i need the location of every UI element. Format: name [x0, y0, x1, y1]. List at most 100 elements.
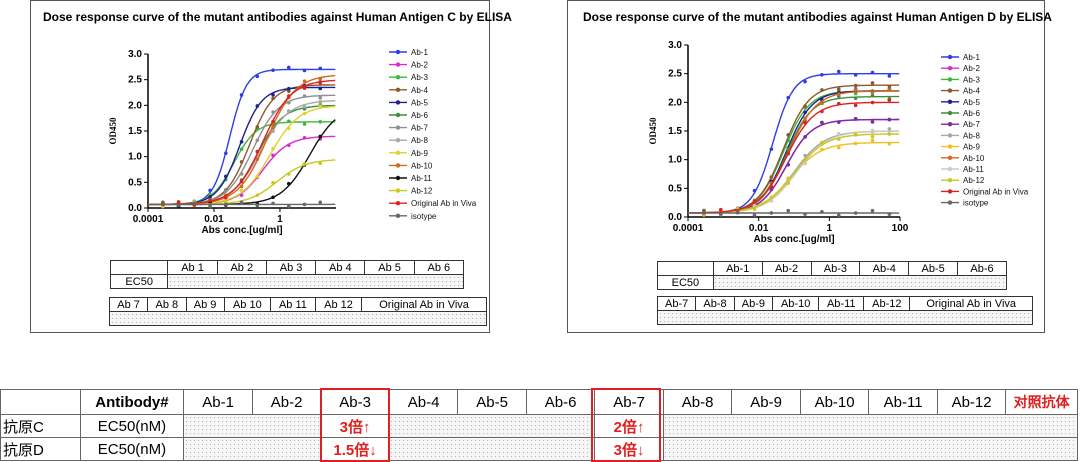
chart-panel-antigen-c: Dose response curve of the mutant antibo… [30, 0, 490, 333]
data-point [803, 154, 807, 158]
x-tick-label: 0.01 [204, 214, 224, 225]
data-point [770, 211, 774, 215]
data-point [271, 147, 275, 151]
data-point [837, 213, 841, 217]
summary-corner-cell [1, 390, 81, 415]
data-point [770, 175, 774, 179]
data-point [871, 81, 875, 85]
ec50-col-header: Original Ab in Viva [362, 298, 487, 312]
data-point [854, 132, 858, 136]
ec50-table-d-bottom: Ab-7 Ab-8 Ab-9 Ab-10 Ab-11 Ab-12 Origina… [657, 296, 1033, 325]
data-point [287, 94, 291, 98]
data-point [803, 111, 807, 115]
summary-col-ab-3: Ab-3 [321, 390, 390, 415]
data-point [803, 116, 807, 120]
data-point [287, 205, 291, 209]
x-tick-label: 100 [892, 223, 909, 234]
x-tick-label: 1 [827, 223, 833, 234]
data-point [786, 181, 790, 185]
data-point [871, 71, 875, 75]
data-point [888, 98, 892, 102]
y-tick-label: 1.0 [668, 155, 682, 166]
ec50-table-c-top: Ab 1 Ab 2 Ab 3 Ab 4 Ab 5 Ab 6 EC50 [110, 260, 464, 289]
summary-table: Antibody# Ab-1 Ab-2 Ab-3 Ab-4 Ab-5 Ab-6 … [0, 389, 1078, 461]
legend-marker [396, 176, 400, 180]
data-point [820, 102, 824, 106]
data-point [303, 105, 307, 109]
y-tick-label: 1.5 [128, 126, 142, 137]
data-point [303, 203, 307, 207]
legend-marker [396, 151, 400, 155]
ec50-col-header: Ab-7 [658, 297, 696, 311]
y-tick-label: 2.5 [128, 75, 142, 86]
data-point [786, 152, 790, 156]
legend-marker [948, 133, 952, 137]
data-point [871, 135, 875, 139]
x-axis-label: Abs conc.[ug/ml] [753, 234, 834, 245]
data-point [287, 172, 291, 176]
x-axis-label: Abs conc.[ug/ml] [201, 225, 282, 236]
legend-label: Ab-7 [963, 120, 980, 129]
data-point [287, 182, 291, 186]
data-point [256, 125, 260, 129]
data-point [837, 120, 841, 124]
summary-value-cell [184, 415, 321, 438]
data-point [303, 86, 307, 90]
y-axis-label: OD450 [108, 117, 118, 145]
ec50-value-cell [168, 275, 464, 289]
data-point [287, 66, 291, 70]
legend-label: Ab-10 [963, 154, 985, 163]
data-point [256, 204, 260, 208]
legend-marker [396, 100, 400, 104]
legend-marker [948, 66, 952, 70]
legend-label: Ab-4 [411, 86, 428, 95]
data-point [224, 196, 228, 200]
legend-label: Ab-2 [411, 61, 428, 70]
ec50-col-header: Ab-12 [864, 297, 910, 311]
data-point [224, 189, 228, 193]
ec50-col-header: Ab 8 [148, 298, 186, 312]
data-point [318, 135, 322, 139]
data-point [854, 73, 858, 77]
data-point [837, 137, 841, 141]
data-point [287, 119, 291, 123]
data-point [256, 175, 260, 179]
summary-col-ab-5: Ab-5 [458, 390, 527, 415]
legend-marker [396, 62, 400, 66]
legend-marker [396, 188, 400, 192]
data-point [177, 200, 181, 204]
legend-label: Ab-2 [963, 64, 980, 73]
legend-label: Ab-12 [963, 176, 985, 185]
ec50-row-label: EC50 [111, 275, 168, 289]
data-point [318, 80, 322, 84]
data-point [256, 139, 260, 143]
data-point [888, 74, 892, 78]
legend-label: Ab-1 [963, 53, 980, 62]
data-point [871, 120, 875, 124]
data-point [256, 193, 260, 197]
legend-label: Ab-5 [963, 98, 980, 107]
y-tick-label: 2.0 [668, 97, 682, 108]
data-point [837, 92, 841, 96]
ec50-value-cell [713, 276, 1006, 290]
data-point [770, 147, 774, 151]
legend-marker [948, 189, 952, 193]
x-tick-label: 0.01 [749, 223, 769, 234]
data-point [871, 209, 875, 213]
ec50-col-header: Ab 1 [168, 261, 217, 275]
ec50-col-header: Ab 9 [186, 298, 224, 312]
legend-marker [396, 88, 400, 92]
summary-col-ab-10: Ab-10 [800, 390, 869, 415]
summary-antigen-d: 抗原D [1, 438, 81, 461]
legend-marker [948, 77, 952, 81]
ec50-col-header: Ab-10 [773, 297, 819, 311]
series-line-ab-1 [148, 69, 335, 204]
legend-label: Ab-8 [411, 136, 428, 145]
x-tick-label: 0.0001 [673, 223, 704, 234]
legend-label: isotype [411, 212, 437, 221]
ec50-col-header: Ab 6 [414, 261, 463, 275]
data-point [303, 122, 307, 126]
data-point [318, 201, 322, 205]
